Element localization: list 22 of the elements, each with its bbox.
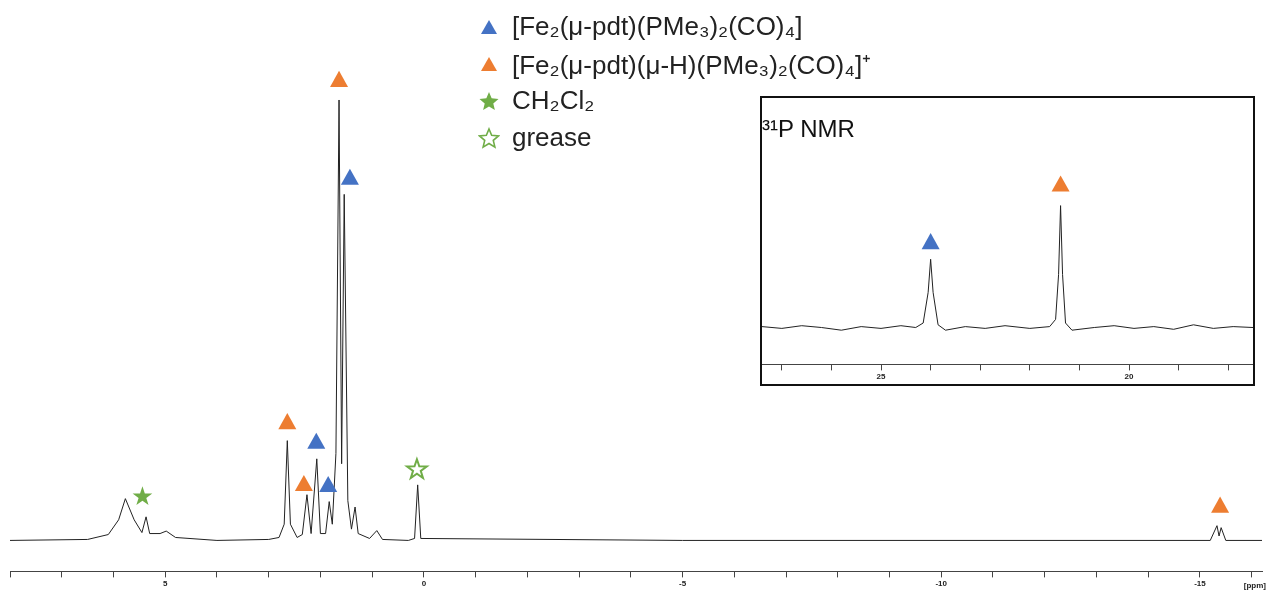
x-tick-label: 0: [421, 579, 427, 589]
legend-label: grease: [512, 122, 592, 153]
point: [340, 168, 359, 185]
legend-label: CH₂Cl₂: [512, 85, 595, 116]
x-tick-label: 20: [1124, 372, 1135, 382]
x-tick-label: 25: [876, 372, 887, 382]
point: [330, 70, 349, 88]
point: [278, 412, 297, 430]
point: [319, 475, 338, 493]
point: [406, 458, 428, 480]
chart-title: ³¹P NMR: [762, 115, 855, 143]
point: [1211, 496, 1230, 513]
legend-label: [Fe₂(μ-pdt)(PMe₃)₂(CO)₄]: [512, 11, 803, 42]
point: [132, 486, 153, 506]
x-axis-title: [ppm]: [1243, 580, 1266, 590]
point: [307, 432, 326, 449]
x-tick-label: 5: [162, 579, 168, 589]
point: [294, 474, 313, 492]
x-tick-label: -5: [679, 579, 687, 589]
x-tick-label: -10: [935, 579, 948, 589]
legend-label: [Fe₂(μ-pdt)(μ-H)(PMe₃)₂(CO)₄]⁺: [512, 48, 872, 82]
x-tick-label: -15: [1194, 579, 1207, 589]
